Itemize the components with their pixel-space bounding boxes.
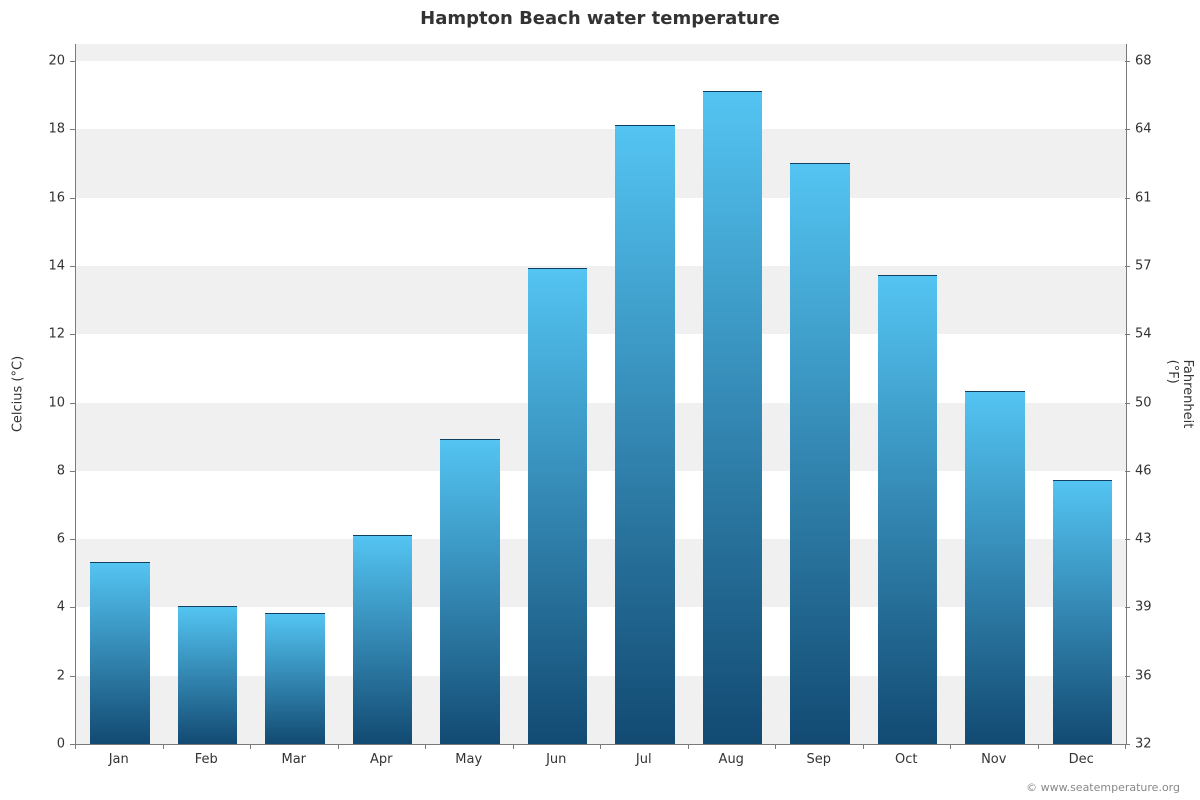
tick-mark [70, 676, 75, 677]
x-tick-label: Nov [981, 752, 1006, 767]
y-tick-left: 8 [0, 463, 65, 478]
bar [878, 275, 938, 744]
y-tick-right: 64 [1135, 122, 1152, 137]
tick-mark [250, 744, 251, 749]
tick-mark [1125, 539, 1130, 540]
bar [790, 163, 850, 744]
y-tick-right: 43 [1135, 532, 1152, 547]
y-tick-left: 20 [0, 54, 65, 69]
tick-mark [163, 744, 164, 749]
tick-mark [70, 266, 75, 267]
x-tick-label: Dec [1069, 752, 1094, 767]
tick-mark [1125, 676, 1130, 677]
y-tick-right: 32 [1135, 737, 1152, 752]
bar [1053, 480, 1113, 744]
bar [528, 268, 588, 744]
y-tick-left: 12 [0, 327, 65, 342]
tick-mark [1125, 198, 1130, 199]
tick-mark [1125, 607, 1130, 608]
tick-mark [1125, 403, 1130, 404]
chart-title: Hampton Beach water temperature [0, 8, 1200, 29]
tick-mark [425, 744, 426, 749]
tick-mark [775, 744, 776, 749]
y-tick-right: 46 [1135, 463, 1152, 478]
bar [90, 562, 150, 744]
grid-band [76, 61, 1126, 129]
tick-mark [1125, 61, 1130, 62]
y-tick-left: 18 [0, 122, 65, 137]
y-tick-right: 54 [1135, 327, 1152, 342]
tick-mark [950, 744, 951, 749]
attribution-text: © www.seatemperature.org [1026, 781, 1180, 794]
bar [965, 391, 1025, 744]
x-tick-label: Sep [806, 752, 831, 767]
tick-mark [75, 744, 76, 749]
tick-mark [1125, 266, 1130, 267]
y-tick-right: 50 [1135, 395, 1152, 410]
bar [265, 613, 325, 744]
tick-mark [70, 403, 75, 404]
bar [440, 439, 500, 744]
tick-mark [70, 471, 75, 472]
x-tick-label: Mar [281, 752, 306, 767]
tick-mark [1125, 471, 1130, 472]
x-tick-label: Jan [109, 752, 129, 767]
y-tick-right: 68 [1135, 54, 1152, 69]
x-tick-label: Aug [719, 752, 744, 767]
y-axis-left-label: Celcius (°C) [11, 356, 26, 432]
tick-mark [70, 334, 75, 335]
bar [703, 91, 763, 744]
x-tick-label: Oct [895, 752, 917, 767]
grid-band [76, 266, 1126, 334]
y-tick-left: 14 [0, 258, 65, 273]
y-tick-left: 10 [0, 395, 65, 410]
tick-mark [863, 744, 864, 749]
y-tick-right: 57 [1135, 258, 1152, 273]
x-tick-label: May [455, 752, 482, 767]
y-tick-left: 2 [0, 668, 65, 683]
tick-mark [600, 744, 601, 749]
tick-mark [1125, 744, 1126, 749]
x-tick-label: Apr [370, 752, 393, 767]
bar [178, 606, 238, 744]
tick-mark [70, 198, 75, 199]
tick-mark [688, 744, 689, 749]
plot-area [75, 44, 1127, 745]
y-tick-left: 4 [0, 600, 65, 615]
x-tick-label: Jul [636, 752, 652, 767]
bar [353, 535, 413, 744]
bar [615, 125, 675, 744]
y-tick-right: 61 [1135, 190, 1152, 205]
y-tick-right: 36 [1135, 668, 1152, 683]
tick-mark [1038, 744, 1039, 749]
tick-mark [1125, 334, 1130, 335]
chart-container: Hampton Beach water temperature Celcius … [0, 0, 1200, 800]
tick-mark [513, 744, 514, 749]
grid-band [76, 44, 1126, 61]
y-tick-left: 6 [0, 532, 65, 547]
y-tick-left: 0 [0, 737, 65, 752]
x-tick-label: Feb [195, 752, 218, 767]
tick-mark [70, 539, 75, 540]
tick-mark [70, 61, 75, 62]
y-tick-right: 39 [1135, 600, 1152, 615]
y-tick-left: 16 [0, 190, 65, 205]
tick-mark [70, 607, 75, 608]
x-tick-label: Jun [546, 752, 566, 767]
grid-band [76, 198, 1126, 266]
grid-band [76, 129, 1126, 197]
tick-mark [1125, 129, 1130, 130]
tick-mark [70, 129, 75, 130]
y-axis-right-label: Fahrenheit (°F) [1165, 360, 1195, 429]
tick-mark [338, 744, 339, 749]
